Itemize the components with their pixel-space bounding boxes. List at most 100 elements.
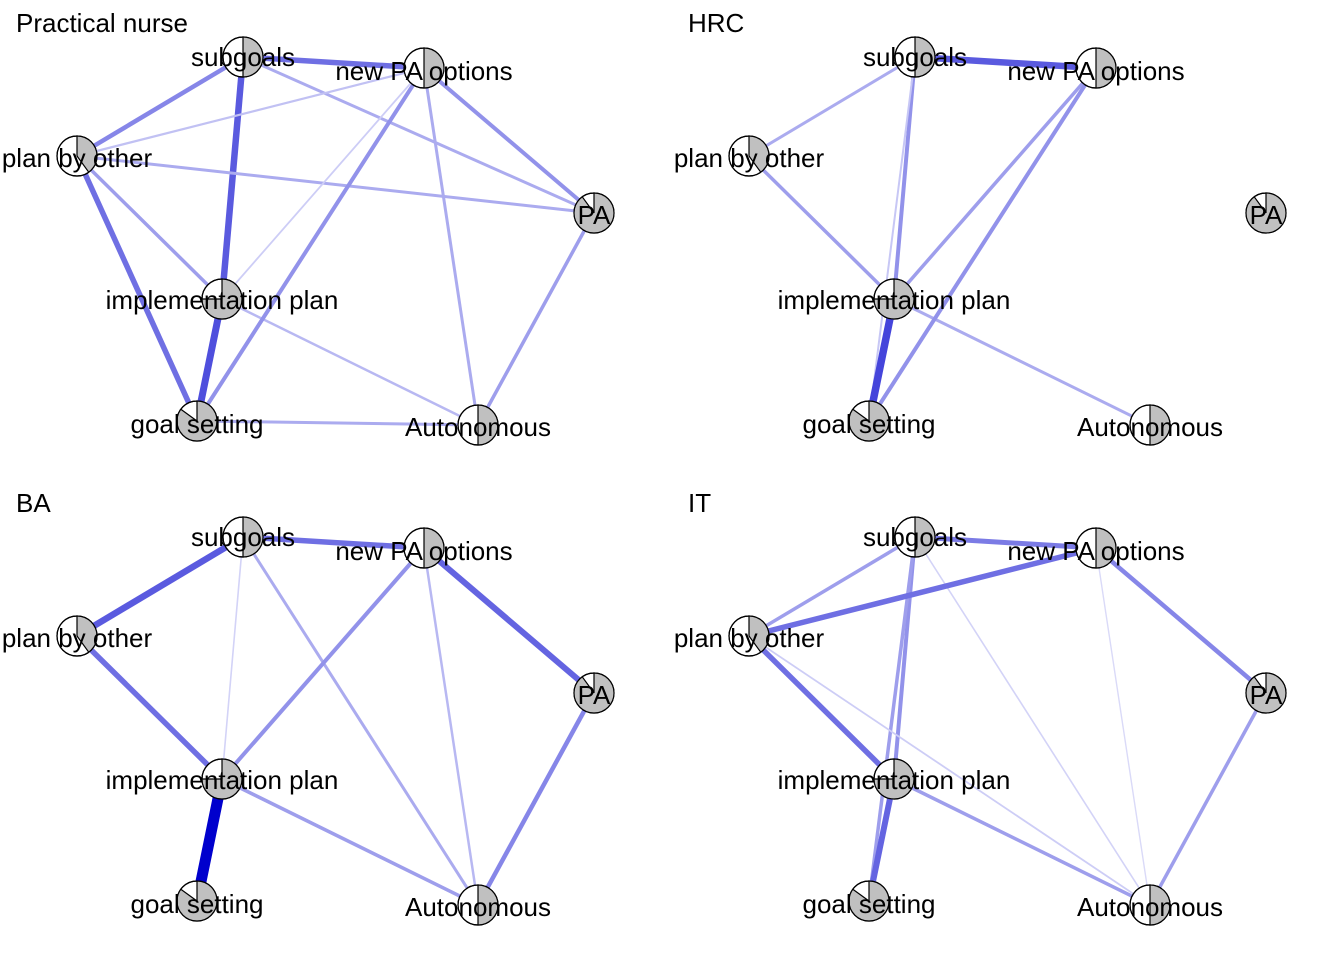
node-label-plan_other: plan by other [2,623,153,653]
panel-it: IT subgoals new PA options plan by other PA… [674,488,1287,926]
node-label-impl: implementation plan [106,285,339,315]
node-new_pa: new PA options [335,527,513,569]
panel-title: HRC [688,8,744,38]
edge-subgoals-new_pa [242,54,425,71]
edge-impl-auto [893,777,1151,907]
node-label-auto: Autonomous [405,412,551,442]
node-label-auto: Autonomous [405,892,551,922]
edge-impl-new_pa [221,67,425,300]
node-impl: implementation plan [106,758,339,800]
node-pie-slice [243,37,263,77]
node-goal: goal setting [131,400,263,442]
node-label-goal: goal setting [803,889,936,919]
node-pie-divider [852,408,870,422]
edge-subgoals-pa [242,55,595,215]
edge-impl-auto [221,297,479,427]
edge-impl-new_pa [220,546,426,781]
node-outline [457,404,499,446]
node-plan_other: plan by other [674,135,825,177]
edge-subgoals-impl [218,56,247,300]
node-goal: goal setting [803,880,936,922]
edge-new_pa-auto [422,547,480,906]
edge-plan_other-new_pa [748,545,1097,639]
node-label-plan_other: plan by other [2,143,153,173]
node-outline [222,516,264,558]
edge-subgoals-new_pa [242,534,425,551]
node-auto: Autonomous [1077,404,1223,446]
edge-subgoals-goal [867,536,917,902]
node-pie-slice [915,517,935,557]
edge-new_pa-pa [422,66,596,215]
node-outline [56,135,98,177]
edge-goal-auto [196,419,479,427]
node-outline [573,192,615,234]
node-pie-divider [581,196,595,214]
edge-impl-new_pa [892,66,1098,301]
node-pie-divider [1253,676,1267,694]
node-pie-slice [478,885,498,925]
node-pie-slice [749,616,769,653]
node-label-new_pa: new PA options [335,56,512,86]
edge-subgoals-plan_other [748,55,916,158]
node-pie-slice [243,517,263,557]
node-auto: Autonomous [1077,884,1223,926]
node-pie-divider [180,888,198,902]
node-pie-slice [1096,528,1116,568]
node-outline [848,880,890,922]
node-outline [873,278,915,320]
node-outline [1245,192,1287,234]
node-plan_other: plan by other [2,135,153,177]
node-pie-slice [749,136,769,173]
panel-title: IT [688,488,711,518]
edge-goal-new_pa [867,66,1098,423]
edge-impl-goal [191,777,228,903]
edge-subgoals-plan_other [75,534,245,639]
node-outline [873,758,915,800]
node-pa: PA [573,672,615,714]
node-pie-slice [574,193,615,234]
edge-plan_other-goal [74,154,200,423]
edge-plan_other-impl [75,634,224,781]
node-outline [1075,47,1117,89]
node-pie-slice [915,37,935,77]
edge-plan_other-impl [747,634,896,781]
edge-subgoals-plan_other [748,535,916,638]
node-pie-divider [748,155,762,173]
edge-impl-goal [866,778,897,902]
node-new_pa: new PA options [1007,527,1185,569]
node-pie-divider [76,155,90,173]
node-outline [176,880,218,922]
edge-new_pa-pa [422,545,596,696]
node-new_pa: new PA options [1007,47,1185,89]
node-label-subgoals: subgoals [191,42,295,72]
node-pie-slice [1096,48,1116,88]
edge-pa-auto [476,212,596,426]
node-pie-slice [478,405,498,445]
edge-plan_other-auto [748,635,1151,906]
node-outline [894,36,936,78]
node-subgoals: subgoals [863,36,967,78]
node-outline [201,278,243,320]
node-outline [56,615,98,657]
node-new_pa: new PA options [335,47,513,89]
node-label-pa: PA [1250,200,1283,230]
node-label-subgoals: subgoals [863,42,967,72]
edge-new_pa-auto [1095,547,1151,906]
edge-impl-auto [221,777,479,907]
node-outline [1075,527,1117,569]
node-label-auto: Autonomous [1077,412,1223,442]
node-label-pa: PA [1250,680,1283,710]
panel-hrc: HRC subgoals new PA options plan by other P… [674,8,1287,446]
edge-impl-auto [893,297,1151,427]
node-pa: PA [573,192,615,234]
node-label-subgoals: subgoals [191,522,295,552]
node-plan_other: plan by other [2,615,153,657]
node-subgoals: subgoals [863,516,967,558]
edge-subgoals-impl [892,56,917,300]
node-pie-divider [581,676,595,694]
node-label-plan_other: plan by other [674,623,825,653]
node-label-plan_other: plan by other [674,143,825,173]
node-pie-slice [77,616,97,653]
node-label-impl: implementation plan [106,765,339,795]
